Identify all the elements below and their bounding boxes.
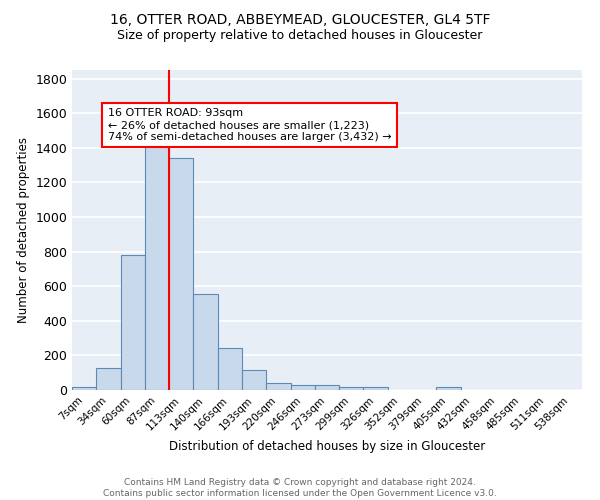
Bar (266, 383, 290, 390)
Bar (121, 255, 145, 390)
Bar (145, 139, 169, 390)
Bar (72, 388, 96, 390)
Text: Size of property relative to detached houses in Gloucester: Size of property relative to detached ho… (118, 29, 482, 42)
X-axis label: Distribution of detached houses by size in Gloucester: Distribution of detached houses by size … (169, 440, 485, 453)
Bar (193, 294, 218, 390)
Bar (169, 158, 193, 390)
Bar (290, 385, 315, 390)
Bar (436, 386, 461, 390)
Bar (364, 387, 388, 390)
Text: 16 OTTER ROAD: 93sqm
← 26% of detached houses are smaller (1,223)
74% of semi-de: 16 OTTER ROAD: 93sqm ← 26% of detached h… (108, 108, 391, 142)
Bar (315, 385, 339, 390)
Bar (242, 370, 266, 390)
Text: 16, OTTER ROAD, ABBEYMEAD, GLOUCESTER, GL4 5TF: 16, OTTER ROAD, ABBEYMEAD, GLOUCESTER, G… (110, 12, 490, 26)
Bar (339, 388, 364, 390)
Text: Contains HM Land Registry data © Crown copyright and database right 2024.
Contai: Contains HM Land Registry data © Crown c… (103, 478, 497, 498)
Bar (96, 368, 121, 390)
Y-axis label: Number of detached properties: Number of detached properties (17, 137, 30, 323)
Bar (218, 348, 242, 390)
